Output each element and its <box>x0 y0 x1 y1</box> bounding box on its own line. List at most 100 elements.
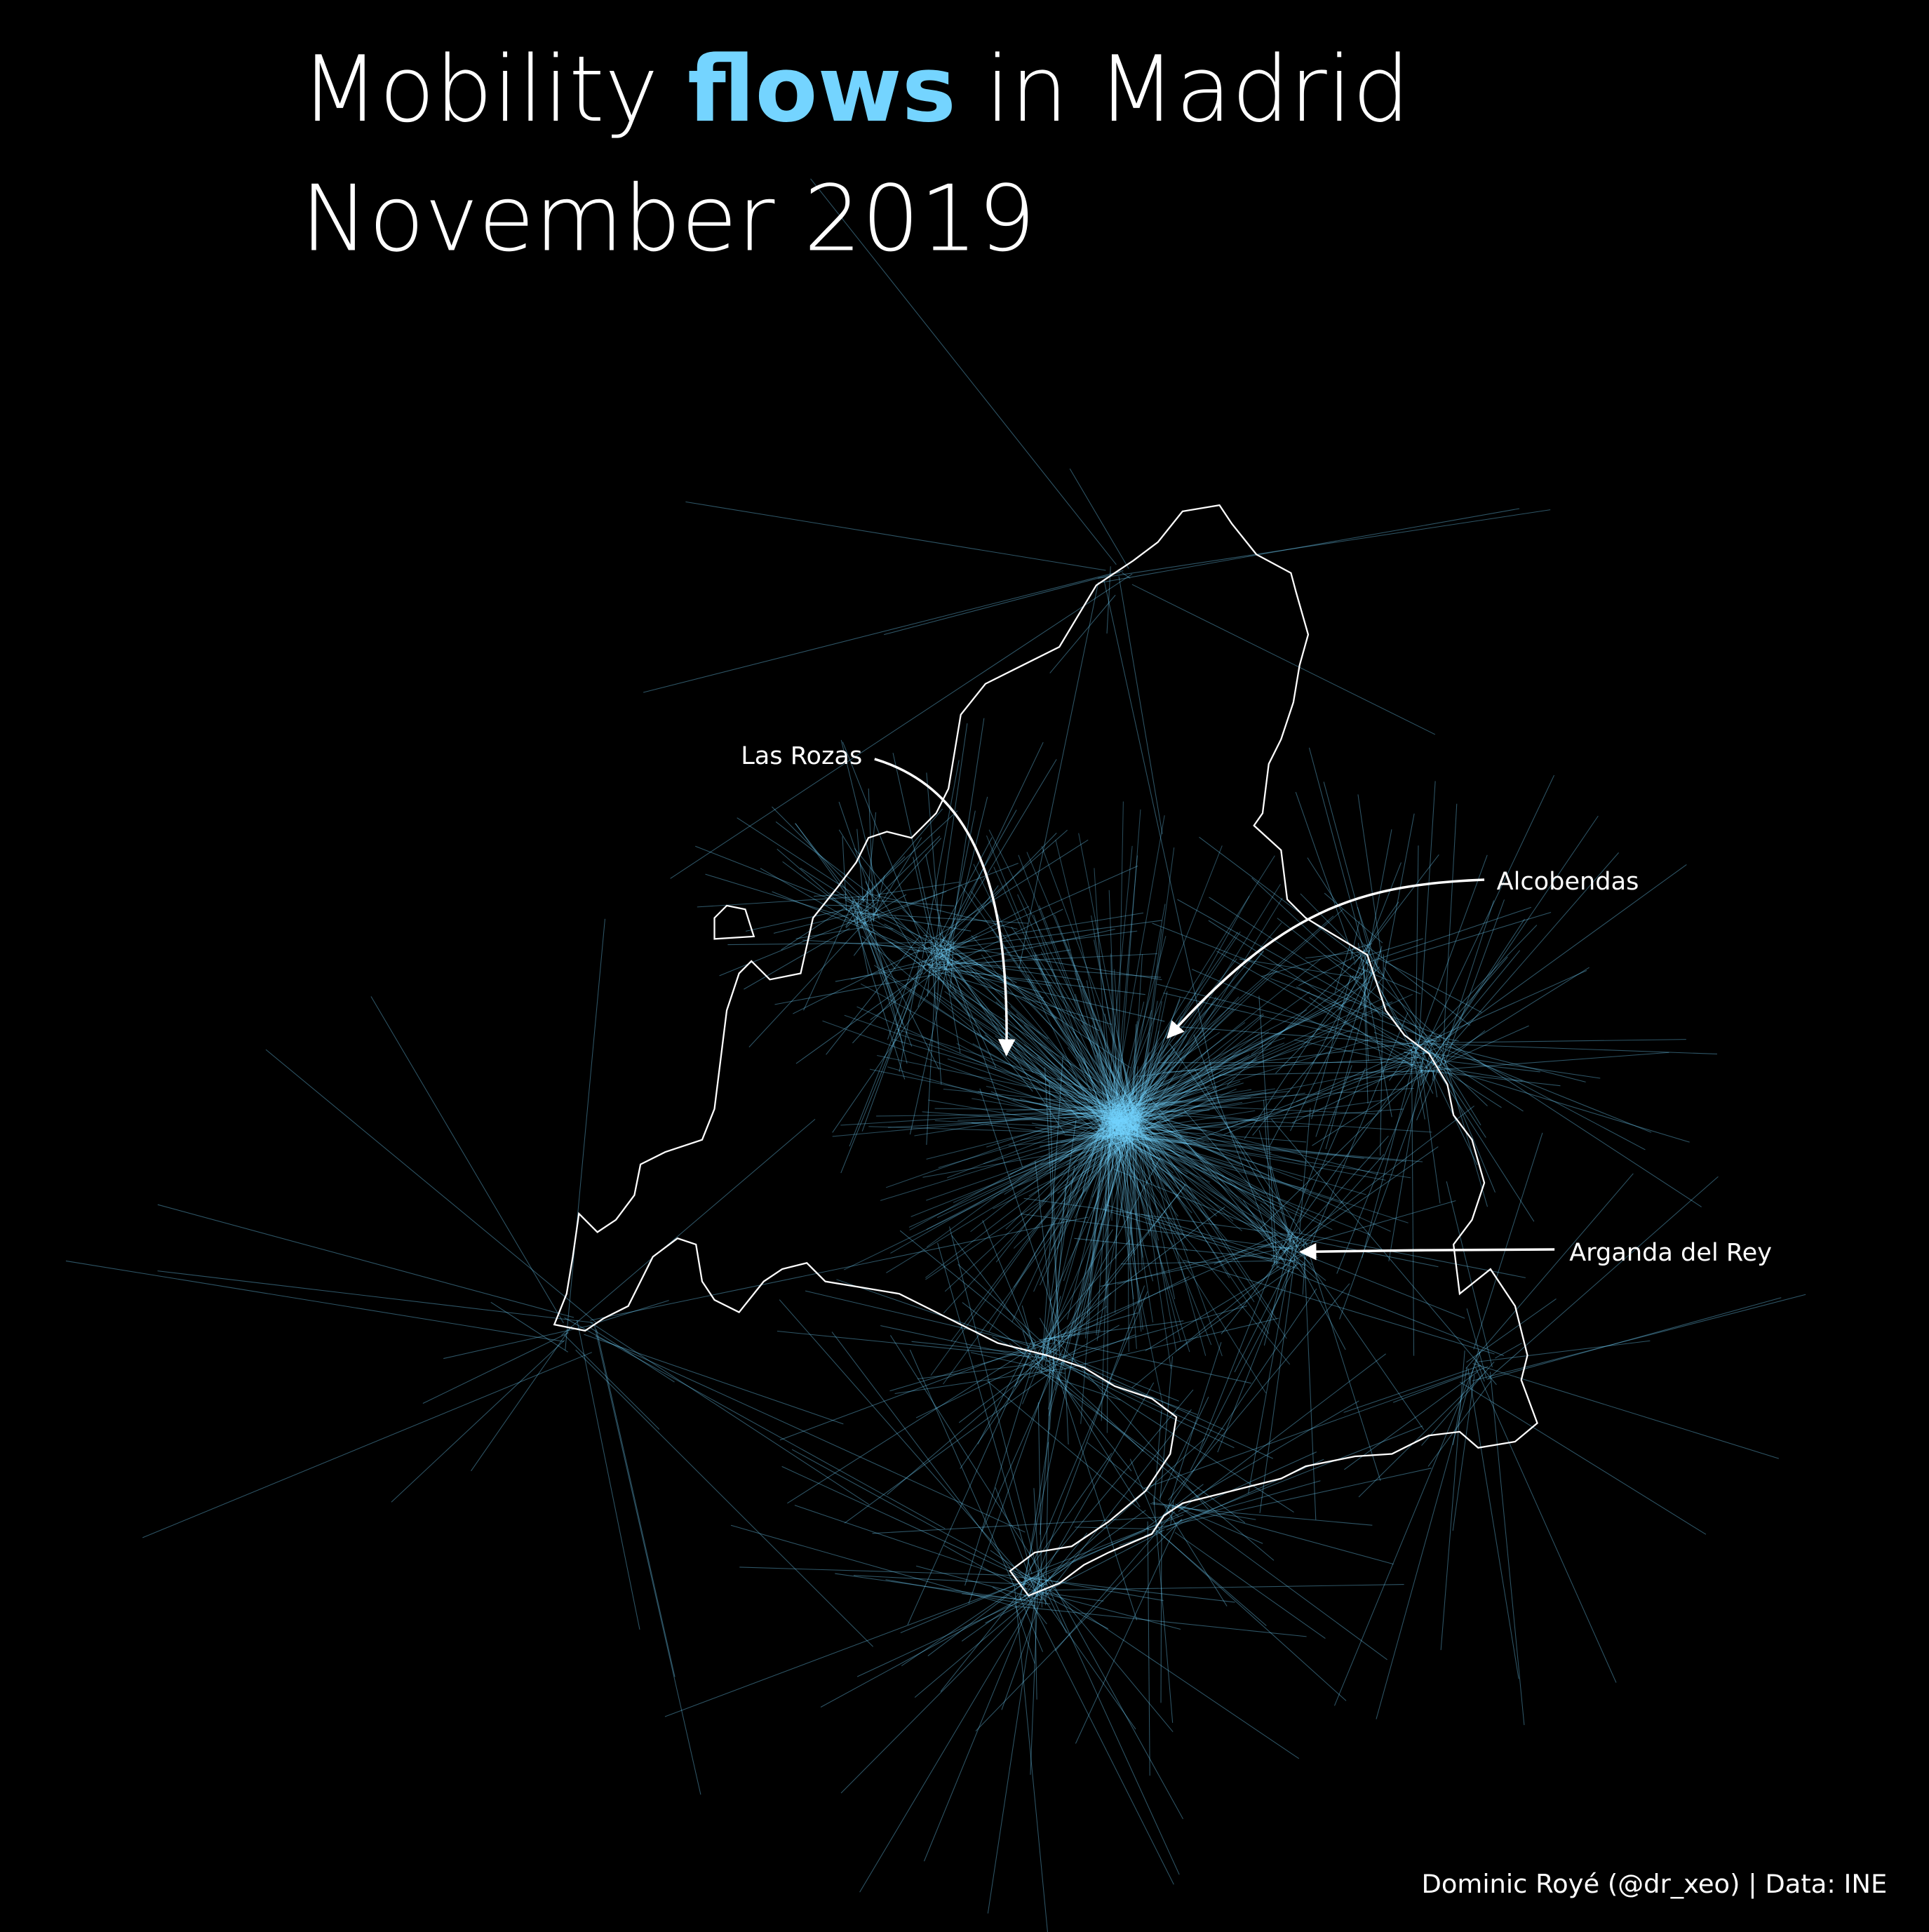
flow-line <box>1091 1111 1110 1140</box>
flow-line <box>1019 1283 1090 1601</box>
flow-line <box>937 906 1030 955</box>
flow-line <box>1183 1259 1495 1355</box>
flow-line <box>746 906 858 932</box>
flow-line <box>1019 582 1099 969</box>
flow-line <box>1018 1291 1148 1598</box>
flow-line <box>1069 1114 1107 1204</box>
flow-line <box>974 1017 1136 1124</box>
flow-line <box>595 1336 1026 1533</box>
flow-line <box>1035 1160 1057 1359</box>
flow-line <box>1136 1000 1158 1118</box>
flow-line <box>1380 954 1384 1156</box>
flow-line <box>1120 1116 1124 1119</box>
flow-line <box>1115 1136 1154 1282</box>
flow-line <box>1123 1118 1126 1129</box>
flow-line <box>795 972 923 1064</box>
flow-line <box>1151 1162 1277 1244</box>
flow-line <box>1019 1595 1043 1652</box>
flow-line <box>1102 1124 1136 1139</box>
flow-line <box>1117 1121 1120 1134</box>
flow-line <box>940 1593 1019 1692</box>
flow-line <box>1108 1118 1110 1139</box>
flow-line <box>1117 1118 1121 1121</box>
flow-line <box>1440 1350 1465 1651</box>
flow-line <box>1097 1052 1135 1131</box>
flow-line <box>1044 1165 1075 1367</box>
flow-line <box>1111 815 1165 1114</box>
flow-line <box>1130 1106 1312 1266</box>
flow-line <box>1085 1119 1104 1339</box>
flow-line <box>1444 1059 1453 1077</box>
flow-line <box>1115 1107 1150 1134</box>
flow-line <box>1105 1111 1117 1125</box>
flow-line <box>1374 978 1441 1040</box>
flow-line <box>1091 915 1127 1115</box>
flow-line <box>1208 920 1431 1064</box>
flow-line <box>1168 1128 1297 1238</box>
flow-line <box>1038 905 1117 1103</box>
flow-line <box>1103 1110 1167 1118</box>
flow-line <box>1104 1052 1157 1109</box>
flow-line <box>1115 1085 1174 1118</box>
flow-line <box>584 1334 844 1425</box>
flow-line <box>1136 1087 1414 1106</box>
title-prefix: Mobility <box>300 36 687 142</box>
flow-line <box>956 1042 1134 1140</box>
flow-line <box>1444 1068 1690 1143</box>
flow-line <box>1120 1103 1129 1121</box>
flow-line <box>1117 1116 1123 1121</box>
flow-line <box>1334 946 1350 993</box>
flow-line <box>1298 1108 1311 1234</box>
flow-line <box>1108 1117 1210 1142</box>
flow-line <box>1055 840 1129 1140</box>
flow-line <box>1192 969 1422 1069</box>
flow-line <box>1126 1115 1132 1161</box>
flow-line <box>1473 1132 1543 1350</box>
flow-line <box>1119 1042 1285 1109</box>
flow-line <box>1091 1106 1124 1127</box>
flow-line <box>1110 1120 1119 1128</box>
flow-line <box>1135 1014 1265 1130</box>
flow-line <box>1120 1120 1131 1128</box>
flow-line <box>1358 948 1382 1009</box>
flow-line <box>962 1593 1026 1600</box>
flow-line <box>861 935 1106 1140</box>
flow-line <box>902 908 1115 1111</box>
flow-line <box>1043 1329 1101 1340</box>
flow-line <box>1134 999 1181 1114</box>
flow-line <box>697 896 867 908</box>
flow-line <box>1114 1062 1129 1106</box>
flow-line <box>1118 1108 1123 1120</box>
flow-line <box>1042 1206 1225 1346</box>
flow-line <box>1416 1038 1478 1166</box>
flow-line <box>910 1132 1123 1217</box>
flow-line <box>1135 950 1264 1119</box>
flow-line <box>1061 1189 1183 1339</box>
flow-line <box>1446 864 1687 1039</box>
flow-line <box>840 739 880 899</box>
flow-line <box>877 1055 1117 1106</box>
flow-line <box>1122 1112 1131 1133</box>
flow-line <box>1014 1341 1036 1388</box>
flow-line <box>727 941 932 946</box>
flow-line <box>850 955 944 980</box>
flow-line <box>1096 1122 1125 1141</box>
flow-line <box>1105 1103 1139 1113</box>
flow-line <box>916 1565 1042 1601</box>
flow-line <box>1006 1106 1105 1112</box>
flow-line <box>1117 1042 1159 1127</box>
flow-line <box>1258 1129 1296 1260</box>
flow-line <box>1137 1039 1441 1078</box>
flow-line <box>922 948 950 975</box>
flow-line <box>1108 1136 1309 1190</box>
flow-line <box>1022 1138 1134 1404</box>
flow-line <box>1115 1115 1135 1125</box>
flow-line <box>1282 1200 1456 1252</box>
flow-line <box>1437 1066 1523 1082</box>
madrid-enclave-outline <box>713 904 755 940</box>
flow-line <box>856 895 859 927</box>
flow-line <box>1062 939 1133 1109</box>
flow-line <box>1047 1102 1129 1115</box>
flow-line <box>1051 1184 1186 1359</box>
flow-line <box>1488 1176 1719 1379</box>
